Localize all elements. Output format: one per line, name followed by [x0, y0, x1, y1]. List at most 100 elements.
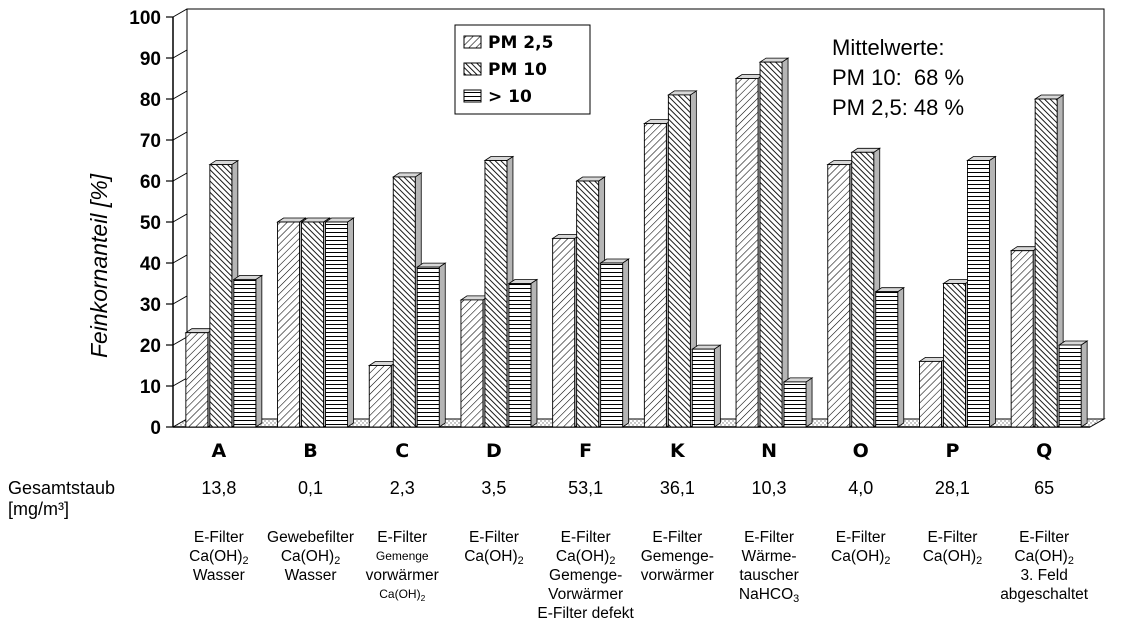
total-dust-Q: 65: [1034, 478, 1055, 498]
description-line: 3. Feld: [1020, 567, 1068, 584]
description-line: vorwärmer: [365, 567, 439, 584]
total-dust-K: 36,1: [659, 478, 695, 498]
total-dust-O: 4,0: [848, 478, 874, 498]
y-tick-label: 50: [140, 213, 161, 234]
legend-swatch-pm10: [463, 62, 482, 76]
description-Q: E-Filter Ca(OH)2 3. Feld abgeschaltet: [989, 528, 1099, 604]
total-dust-label: Gesamtstaub [mg/m³]: [8, 478, 115, 520]
legend-swatch-gt10: [463, 89, 482, 103]
mean-values-annotation: Mittelwerte: PM 10: 68 % PM 2,5: 48 %: [826, 30, 984, 128]
bar-F-gt10: [599, 258, 630, 428]
description-line: E-Filter: [744, 529, 795, 546]
description-line: Ca(OH)2: [1014, 548, 1074, 567]
description-line: E-Filter: [560, 529, 611, 546]
description-line: Ca(OH)2: [379, 587, 426, 603]
description-line: E-Filter: [652, 529, 703, 546]
description-line: Ca(OH)2: [280, 548, 341, 567]
y-tick-labels: 0 10 20 30 40 50 60 70 80 90 100: [129, 8, 161, 439]
total-dust-A: 13,8: [201, 478, 237, 498]
total-dust-F: 53,1: [568, 478, 604, 498]
description-line: abgeschaltet: [1000, 586, 1089, 603]
description-line: NaHCO3: [738, 586, 800, 605]
total-dust-D: 3,5: [481, 478, 507, 498]
description-line: E-Filter: [377, 529, 428, 546]
x-category-A: A: [211, 440, 226, 462]
y-tick-label: 70: [140, 131, 161, 152]
description-line: Gemenge: [375, 549, 429, 563]
description-line: Ca(OH)2: [555, 548, 616, 567]
total-dust-C: 2,3: [389, 478, 415, 498]
bar-A-gt10: [232, 274, 264, 428]
total-dust-title: Gesamtstaub: [8, 478, 116, 498]
y-axis-title: Feinkornanteil [%]: [86, 173, 112, 358]
total-dust-unit: [mg/m³]: [8, 499, 69, 519]
bar-B-gt10: [324, 217, 355, 428]
y-tick-label: 10: [140, 377, 161, 398]
y-tick-label: 0: [150, 418, 161, 439]
description-line: Gewebefilter: [267, 529, 355, 546]
y-tick-label: 80: [140, 90, 161, 111]
description-line: Gemenge-: [549, 567, 623, 584]
annotation-pm10: PM 10: 68 %: [832, 65, 964, 90]
description-line: Ca(OH)2: [922, 548, 983, 567]
legend-label-gt10: > 10: [488, 87, 532, 107]
description-line: Wasser: [192, 567, 245, 584]
description-C: E-Filter Gemenge vorwärmer Ca(OH)2: [347, 528, 457, 604]
bars: [184, 57, 1089, 428]
bar-P-gt10: [966, 155, 997, 428]
bar-C-gt10: [415, 262, 447, 428]
bar-O-gt10: [874, 286, 906, 428]
description-line: E-Filter: [468, 529, 519, 546]
total-dust-B: 0,1: [298, 478, 324, 498]
description-N: E-Filter Wärme-tauscher NaHCO3: [714, 528, 824, 604]
x-category-D: D: [486, 440, 502, 462]
description-line: Wärme-: [741, 548, 797, 565]
description-line: Ca(OH)2: [189, 548, 249, 567]
legend-label-pm25: PM 2,5: [488, 33, 553, 53]
description-line: E-Filter: [1019, 529, 1070, 546]
bar-D-gt10: [507, 278, 539, 428]
description-A: E-Filter Ca(OH)2 Wasser: [164, 528, 274, 585]
description-line: Wasser: [284, 567, 337, 584]
annotation-pm25: PM 2,5: 48 %: [832, 95, 964, 120]
description-line: Ca(OH)2: [464, 548, 524, 567]
y-tick-label: 60: [140, 172, 161, 193]
y-tick-label: 30: [140, 295, 161, 316]
description-K: E-Filter Gemenge-vorwärmer: [622, 528, 732, 585]
x-category-N: N: [761, 440, 777, 462]
description-line: Vorwärmer: [548, 586, 624, 603]
description-P: E-Filter Ca(OH)2: [897, 528, 1007, 566]
y-tick-label: 90: [140, 49, 161, 70]
description-line: vorwärmer: [640, 567, 714, 584]
x-category-B: B: [303, 440, 317, 462]
bar-K-gt10: [691, 344, 722, 428]
legend: PM 2,5 PM 10 > 10: [454, 24, 591, 115]
x-category-O: O: [853, 440, 869, 462]
bar-N-gt10: [782, 377, 814, 428]
description-line: E-Filter: [835, 529, 886, 546]
bar-K-pm10: [667, 90, 698, 428]
description-line: E-Filter: [927, 529, 978, 546]
bar-Q-gt10: [1057, 340, 1089, 428]
bar-C-pm25: [367, 360, 399, 428]
x-category-C: C: [395, 440, 409, 462]
description-line: Gemenge-: [640, 548, 714, 565]
total-dust-P: 28,1: [934, 478, 970, 498]
x-category-Q: Q: [1036, 440, 1052, 462]
total-dust-N: 10,3: [751, 478, 787, 498]
x-category-K: K: [670, 440, 686, 462]
legend-swatch-pm25: [463, 35, 482, 49]
x-category-P: P: [945, 440, 959, 462]
description-line: E-Filter: [193, 529, 244, 546]
description-line: Ca(OH)2: [831, 548, 891, 567]
annotation-title: Mittelwerte:: [832, 35, 944, 60]
bar-N-pm10: [758, 57, 790, 428]
y-tick-label: 20: [140, 336, 161, 357]
x-category-F: F: [579, 440, 592, 462]
description-F: E-Filter Ca(OH)2 Gemenge- Vorwärmer E-Filter…: [531, 528, 641, 623]
description-O: E-Filter Ca(OH)2: [806, 528, 916, 566]
y-tick-label: 100: [129, 8, 161, 29]
description-D: E-Filter Ca(OH)2: [439, 528, 549, 566]
